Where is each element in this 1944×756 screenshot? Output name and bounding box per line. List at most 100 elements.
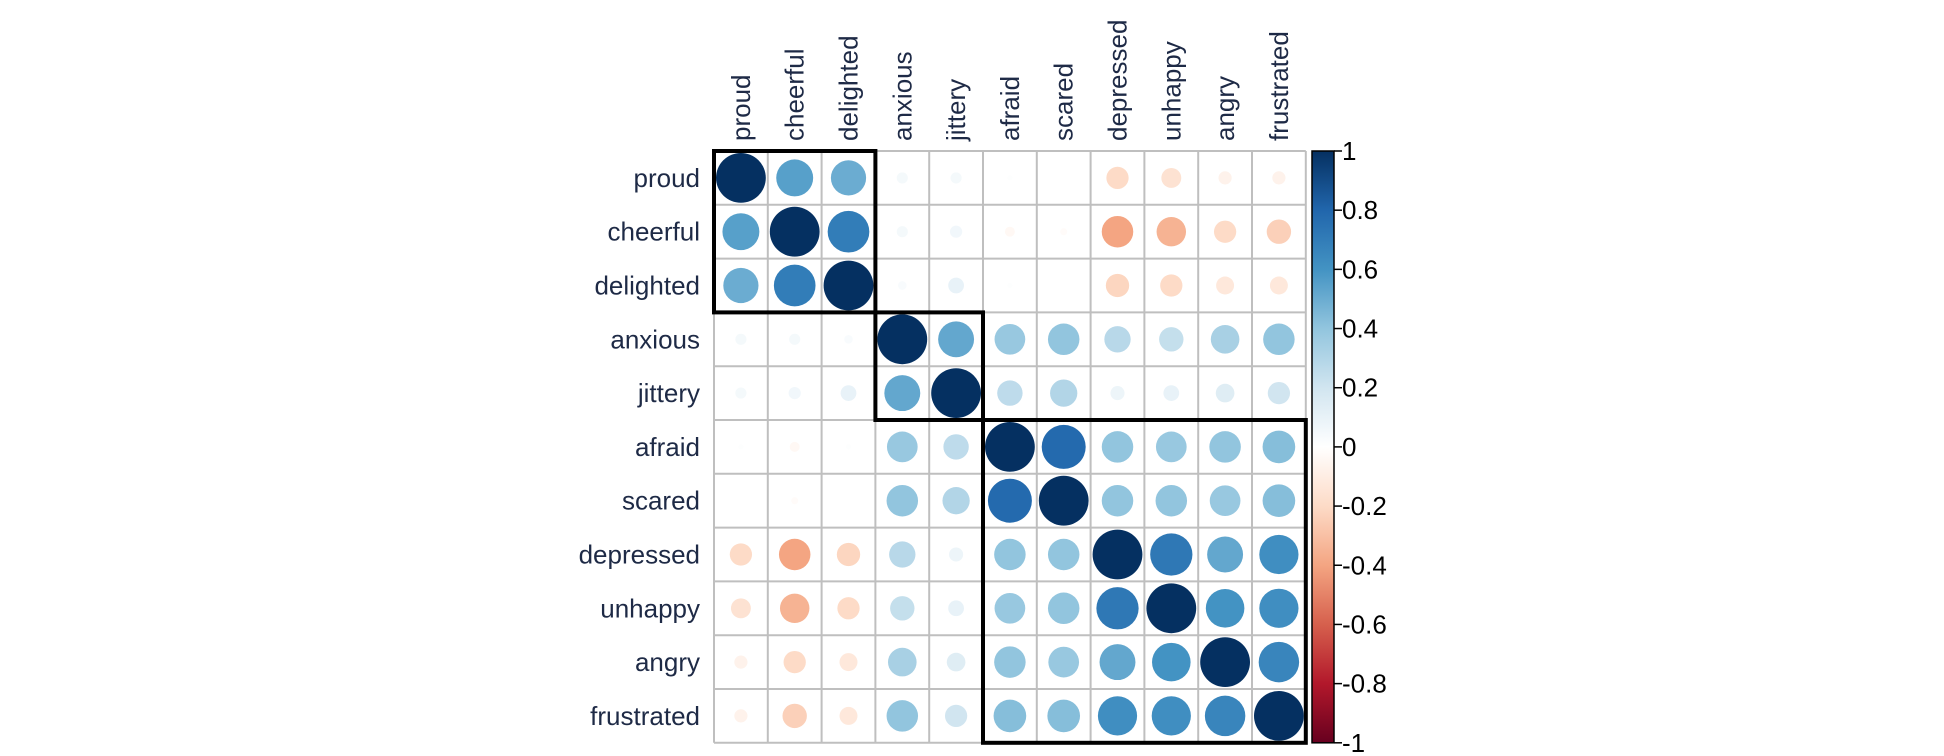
corr-circle-cheerful-unhappy <box>1156 216 1187 247</box>
corr-circle-proud-afraid <box>1007 175 1013 181</box>
corr-circle-anxious-jittery <box>938 321 975 358</box>
corr-circle-cheerful-afraid <box>1004 226 1015 237</box>
corr-circle-angry-frustrated <box>1258 641 1300 683</box>
col-label-scared: scared <box>1049 63 1079 141</box>
corr-circle-afraid-depressed <box>1101 431 1134 463</box>
corr-circle-delighted-jittery <box>948 277 964 294</box>
corr-circle-depressed-depressed <box>1092 529 1143 580</box>
corr-circle-depressed-unhappy <box>1150 533 1193 576</box>
corr-circle-frustrated-cheerful <box>782 703 807 729</box>
corr-circle-cheerful-scared <box>1060 228 1068 236</box>
corr-circle-anxious-delighted <box>844 334 853 344</box>
corr-circle-scared-scared <box>1038 475 1089 526</box>
corr-circle-afraid-scared <box>1041 424 1086 469</box>
corr-circle-angry-unhappy <box>1152 642 1191 682</box>
colorbar-gradient <box>1311 150 1335 744</box>
corr-circle-frustrated-anxious <box>886 700 919 732</box>
corr-circle-anxious-frustrated <box>1263 323 1295 356</box>
corr-circle-anxious-proud <box>735 333 747 345</box>
col-label-delighted: delighted <box>834 35 864 141</box>
corr-circle-cheerful-cheerful <box>769 206 820 257</box>
corr-circle-anxious-depressed <box>1104 326 1131 353</box>
colorbar-tick-label: 0.6 <box>1342 254 1378 284</box>
corr-circle-unhappy-proud <box>730 598 751 619</box>
corr-circle-delighted-anxious <box>897 281 907 290</box>
corr-circle-angry-angry <box>1200 637 1250 687</box>
corr-circle-afraid-afraid <box>985 422 1035 472</box>
corr-circle-unhappy-angry <box>1205 589 1245 628</box>
cluster-box-3 <box>981 418 1308 745</box>
corr-circle-cheerful-angry <box>1213 220 1237 243</box>
corr-circle-unhappy-depressed <box>1096 587 1139 630</box>
corr-circle-depressed-scared <box>1047 538 1080 571</box>
corr-circle-proud-proud <box>716 153 766 203</box>
corr-circle-proud-cheerful <box>776 159 814 197</box>
corr-circle-jittery-angry <box>1215 383 1235 403</box>
corr-circle-delighted-cheerful <box>773 264 816 307</box>
corr-circle-angry-jittery <box>946 652 966 672</box>
corr-circle-delighted-proud <box>723 267 759 304</box>
corr-circle-delighted-depressed <box>1105 273 1130 298</box>
corr-circle-frustrated-proud <box>734 709 748 723</box>
corr-circle-angry-proud <box>734 655 748 669</box>
corr-circle-anxious-cheerful <box>789 333 801 345</box>
corr-circle-jittery-delighted <box>840 385 857 401</box>
corr-circle-afraid-frustrated <box>1262 430 1296 464</box>
col-label-frustrated: frustrated <box>1264 31 1294 141</box>
corr-circle-anxious-angry <box>1210 324 1240 354</box>
correlation-circles <box>716 153 1304 741</box>
row-label-anxious: anxious <box>610 324 700 354</box>
col-label-depressed: depressed <box>1103 20 1133 141</box>
column-labels: proud cheerful delighted anxious jittery afra… <box>726 20 1294 142</box>
corr-circle-anxious-scared <box>1047 323 1080 356</box>
row-label-delighted: delighted <box>594 271 700 301</box>
colorbar-tick-label: 0 <box>1342 432 1356 462</box>
colorbar: 1 0.8 0.6 0.4 0.2 0 -0.2 -0.4 -0.6 -0.8 -1 <box>1311 136 1387 756</box>
colorbar-tick-label: 1 <box>1342 136 1356 166</box>
corr-circle-frustrated-unhappy <box>1151 696 1191 736</box>
corr-circle-afraid-unhappy <box>1155 431 1187 463</box>
corr-circle-depressed-afraid <box>994 538 1026 571</box>
corr-circle-depressed-jittery <box>949 547 964 562</box>
corr-circle-jittery-proud <box>735 387 747 399</box>
corr-circle-angry-anxious <box>887 647 917 677</box>
row-label-jittery: jittery <box>637 378 700 408</box>
colorbar-tick-label: -1 <box>1342 728 1365 756</box>
col-label-jittery: jittery <box>941 79 971 142</box>
corr-circle-angry-delighted <box>839 653 858 672</box>
corr-circle-depressed-frustrated <box>1259 534 1299 575</box>
corr-circle-afraid-cheerful <box>789 441 800 452</box>
corr-circle-scared-afraid <box>987 478 1032 523</box>
row-label-angry: angry <box>635 647 700 677</box>
corr-circle-proud-unhappy <box>1161 167 1182 188</box>
corr-circle-depressed-anxious <box>889 541 916 568</box>
corr-circle-cheerful-depressed <box>1101 215 1134 248</box>
corr-circle-cheerful-jittery <box>950 225 963 238</box>
corr-circle-unhappy-frustrated <box>1259 588 1299 628</box>
corr-circle-proud-angry <box>1218 171 1232 185</box>
cluster-box-1 <box>712 149 878 315</box>
corr-circle-scared-cheerful <box>791 497 799 505</box>
corr-circle-angry-cheerful <box>783 650 806 674</box>
cluster-boxes <box>712 149 1308 745</box>
corr-circle-proud-frustrated <box>1272 171 1286 185</box>
colorbar-tick-label: -0.6 <box>1342 609 1387 639</box>
corr-circle-unhappy-anxious <box>890 596 915 621</box>
corr-circle-unhappy-unhappy <box>1146 583 1197 634</box>
corr-circle-frustrated-jittery <box>944 704 968 728</box>
corr-circle-anxious-afraid <box>994 323 1026 355</box>
corr-circle-unhappy-scared <box>1047 592 1080 625</box>
corr-circle-proud-delighted <box>830 160 867 196</box>
row-label-frustrated: frustrated <box>590 701 700 731</box>
col-label-anxious: anxious <box>887 51 917 141</box>
corr-circle-frustrated-delighted <box>839 706 858 725</box>
corr-circle-angry-afraid <box>994 646 1026 678</box>
corr-circle-scared-frustrated <box>1262 484 1296 518</box>
corr-circle-jittery-afraid <box>997 380 1023 406</box>
corr-circle-delighted-delighted <box>823 260 874 311</box>
corr-circle-jittery-frustrated <box>1267 381 1291 405</box>
corr-circle-depressed-angry <box>1207 536 1244 573</box>
corr-circle-frustrated-depressed <box>1097 696 1138 736</box>
corr-circle-unhappy-afraid <box>994 592 1026 624</box>
row-label-unhappy: unhappy <box>600 593 700 623</box>
